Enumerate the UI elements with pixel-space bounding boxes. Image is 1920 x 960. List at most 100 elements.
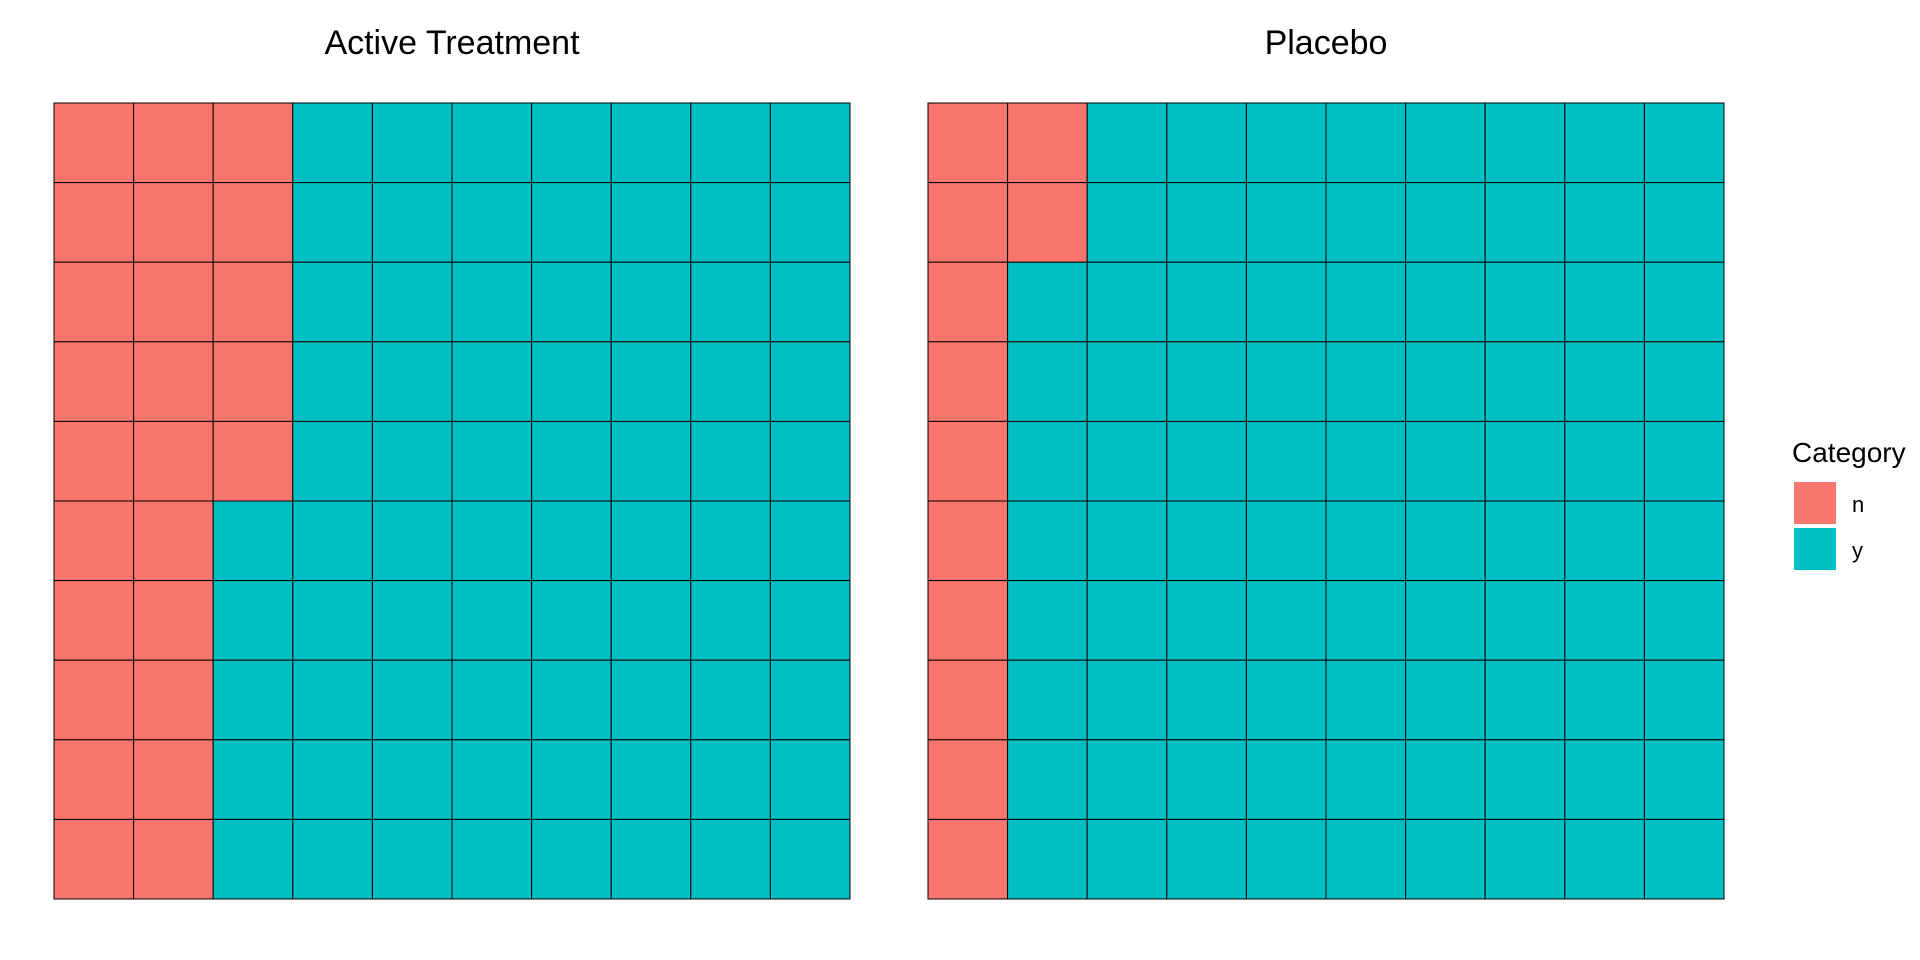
waffle-cell-y (292, 182, 373, 263)
waffle-cell-y (531, 182, 612, 263)
waffle-cell-y (1564, 818, 1645, 900)
waffle-cell-y (1643, 182, 1725, 263)
waffle-cell-y (1643, 341, 1725, 422)
waffle-grid (927, 102, 1725, 900)
waffle-cell-y (451, 739, 533, 820)
waffle-cell-y (1325, 102, 1407, 184)
waffle-cell-n (212, 102, 294, 184)
waffle-cell-y (1405, 500, 1486, 582)
waffle-cell-y (1166, 580, 1247, 661)
waffle-cell-y (769, 420, 851, 502)
waffle-cell-n (53, 818, 135, 900)
waffle-cell-y (769, 580, 851, 661)
waffle-cell-y (1007, 500, 1088, 582)
waffle-cell-y (1564, 261, 1645, 343)
waffle-cell-y (769, 500, 851, 582)
waffle-cell-y (1245, 420, 1327, 502)
waffle-cell-y (531, 500, 612, 582)
waffle-cell-y (1086, 341, 1168, 422)
waffle-cell-y (1643, 102, 1725, 184)
waffle-cell-y (690, 261, 771, 343)
waffle-cell-y (1007, 818, 1088, 900)
legend-key-y (1794, 528, 1836, 570)
waffle-cell-y (1166, 818, 1247, 900)
waffle-cell-y (1564, 102, 1645, 184)
waffle-cell-y (1405, 739, 1486, 820)
waffle-cell-y (1643, 580, 1725, 661)
waffle-cell-n (927, 341, 1009, 422)
waffle-cell-n (53, 341, 135, 422)
waffle-cell-y (1325, 341, 1407, 422)
waffle-cell-y (1086, 420, 1168, 502)
waffle-cell-y (531, 102, 612, 184)
waffle-cell-y (292, 818, 373, 900)
waffle-cell-y (531, 818, 612, 900)
waffle-cell-n (927, 420, 1009, 502)
waffle-cell-y (371, 102, 453, 184)
waffle-cell-y (610, 739, 692, 820)
waffle-cell-y (1086, 739, 1168, 820)
waffle-cell-y (292, 420, 373, 502)
waffle-cell-y (1564, 739, 1645, 820)
waffle-cell-n (53, 580, 135, 661)
waffle-cell-y (1643, 500, 1725, 582)
waffle-cell-y (451, 102, 533, 184)
waffle-cell-y (1564, 659, 1645, 741)
waffle-cell-y (1325, 580, 1407, 661)
waffle-cell-y (610, 341, 692, 422)
waffle-cell-y (610, 500, 692, 582)
waffle-cell-y (1484, 102, 1566, 184)
waffle-cell-n (212, 182, 294, 263)
waffle-cell-n (133, 580, 214, 661)
waffle-cell-y (1007, 739, 1088, 820)
waffle-cell-y (371, 659, 453, 741)
waffle-cell-y (690, 818, 771, 900)
waffle-cell-y (1007, 659, 1088, 741)
waffle-cell-y (690, 500, 771, 582)
waffle-cell-y (292, 102, 373, 184)
panel-title: Placebo (1265, 24, 1388, 62)
waffle-cell-y (769, 659, 851, 741)
waffle-cell-y (531, 341, 612, 422)
waffle-cell-y (212, 818, 294, 900)
waffle-cell-y (1166, 182, 1247, 263)
waffle-cell-y (212, 580, 294, 661)
waffle-cell-y (1166, 500, 1247, 582)
waffle-cell-y (610, 659, 692, 741)
waffle-cell-y (1007, 261, 1088, 343)
waffle-cell-y (769, 341, 851, 422)
waffle-cell-y (1166, 420, 1247, 502)
waffle-cell-y (1325, 500, 1407, 582)
waffle-cell-n (53, 500, 135, 582)
waffle-cell-y (1643, 739, 1725, 820)
waffle-cell-y (1166, 739, 1247, 820)
waffle-cell-y (531, 659, 612, 741)
waffle-cell-y (451, 500, 533, 582)
waffle-cell-n (53, 182, 135, 263)
waffle-cell-y (690, 420, 771, 502)
waffle-cell-n (212, 261, 294, 343)
waffle-cell-y (531, 739, 612, 820)
waffle-cell-y (371, 818, 453, 900)
waffle-cell-y (769, 261, 851, 343)
waffle-cell-y (371, 261, 453, 343)
waffle-cell-y (292, 500, 373, 582)
panel-title: Active Treatment (324, 24, 580, 62)
waffle-cell-y (212, 500, 294, 582)
waffle-cell-y (1245, 739, 1327, 820)
waffle-cell-y (1564, 182, 1645, 263)
waffle-cell-n (927, 818, 1009, 900)
waffle-cell-y (1484, 420, 1566, 502)
waffle-cell-y (1484, 341, 1566, 422)
waffle-cell-y (212, 659, 294, 741)
waffle-cell-y (371, 341, 453, 422)
waffle-cell-y (292, 739, 373, 820)
waffle-cell-y (1405, 261, 1486, 343)
waffle-cell-n (133, 500, 214, 582)
waffle-cell-y (1245, 580, 1327, 661)
waffle-cell-y (451, 580, 533, 661)
waffle-cell-y (1405, 102, 1486, 184)
waffle-cell-y (451, 659, 533, 741)
waffle-cell-y (610, 261, 692, 343)
waffle-cell-y (1564, 341, 1645, 422)
